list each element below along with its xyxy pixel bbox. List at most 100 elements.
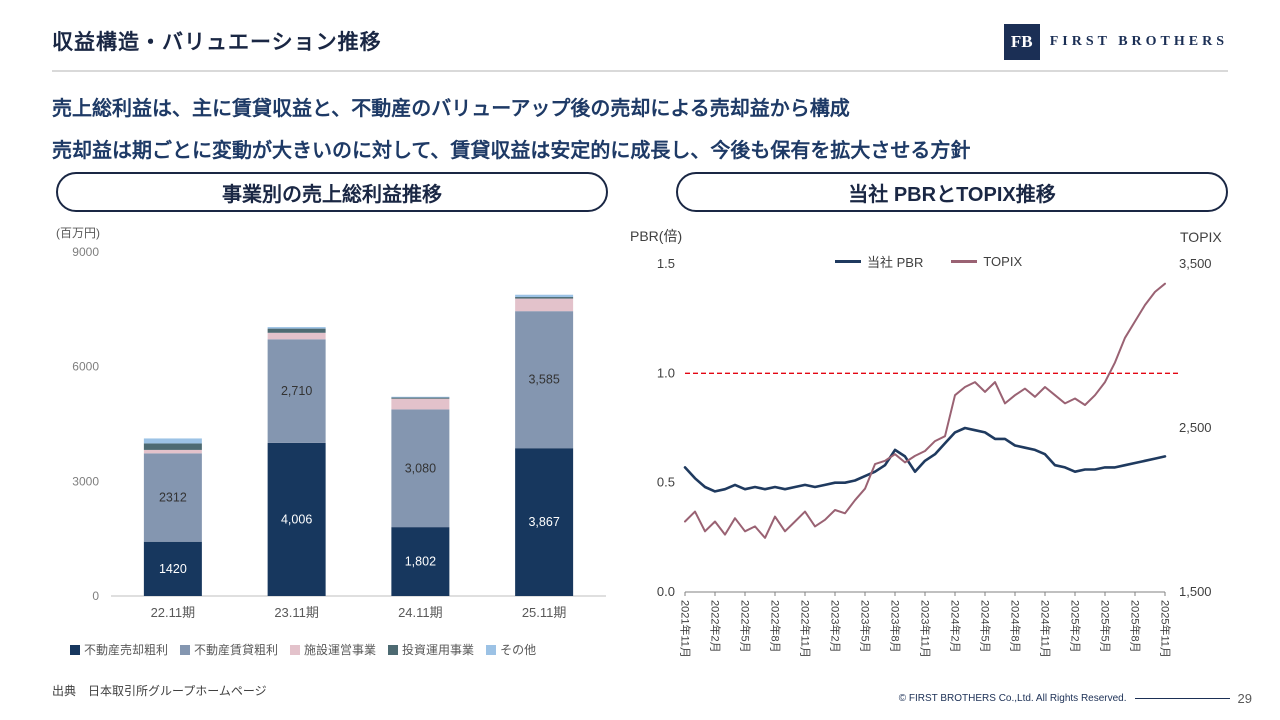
series-line xyxy=(684,282,1166,539)
right-axis-tick-label: 1,500 xyxy=(1179,584,1212,599)
right-axis-tick-label: 3,500 xyxy=(1179,256,1212,271)
x-axis-tick-label: 2022年5月 xyxy=(738,600,752,653)
bar-segment xyxy=(267,327,326,329)
y-axis-tick-label: 0 xyxy=(92,589,99,603)
logo-monogram-icon: FB xyxy=(1003,24,1040,60)
left-axis-tick-label: 1.0 xyxy=(657,365,675,380)
legend-item: 施設運営事業 xyxy=(290,641,376,658)
x-axis-category-label: 23.11期 xyxy=(274,605,319,620)
bar-segment xyxy=(391,409,450,528)
line-chart-legend: 当社 PBR TOPIX xyxy=(835,252,1022,271)
bar-segment xyxy=(143,541,202,596)
legend-label: その他 xyxy=(500,643,537,657)
x-axis-category-label: 25.11期 xyxy=(522,605,567,620)
left-axis-tick-label: 1.5 xyxy=(657,256,675,271)
x-axis-tick-label: 2022年11月 xyxy=(798,600,812,658)
y-axis-tick-label: 9000 xyxy=(72,245,99,259)
bar-segment xyxy=(267,339,326,443)
line-chart-area: 0.0 0.5 1.0 1.5 1,500 2,500 3,500 2021年11月 2022年… xyxy=(630,244,1230,690)
bar-segment xyxy=(391,398,450,410)
x-axis-tick-label: 2024年5月 xyxy=(978,600,992,653)
legend-swatch-icon xyxy=(180,644,191,655)
bar-segment xyxy=(515,297,574,299)
legend-label: 不動産売却粗利 xyxy=(84,643,169,657)
legend-swatch-icon xyxy=(486,644,497,655)
topix-axis-label: TOPIX xyxy=(1180,229,1222,245)
page-title: 収益構造・バリュエーション推移 xyxy=(52,31,382,54)
x-axis-tick-label: 2023年5月 xyxy=(858,600,872,653)
right-chart-title: 当社 PBRとTOPIX推移 xyxy=(676,172,1228,212)
x-axis-tick-label: 2024年8月 xyxy=(1008,600,1022,653)
left-axis-tick-label: 0.5 xyxy=(657,475,675,490)
bar-segment xyxy=(391,397,450,399)
left-chart-title: 事業別の売上総利益推移 xyxy=(56,172,608,212)
copyright-text: © FIRST BROTHERS Co.,Ltd. All Rights Res… xyxy=(898,693,1127,704)
x-axis-tick-label: 2025年2月 xyxy=(1068,600,1082,653)
source-note: 出典 日本取引所グループホームページ xyxy=(52,684,267,698)
x-axis-tick-label: 2022年8月 xyxy=(768,600,782,653)
legend-item: 投資運用事業 xyxy=(388,641,474,658)
legend-item: TOPIX xyxy=(951,254,1022,269)
bar-value-label: 2312 xyxy=(159,491,187,505)
legend-line-swatch-icon xyxy=(951,260,978,263)
legend-label: 施設運営事業 xyxy=(304,643,377,657)
bar-chart-area: 0 3000 6000 9000 22.11期 1420 2312 23.11期 4,006 2,… xyxy=(56,236,616,636)
x-axis-tick-label: 2023年8月 xyxy=(888,600,902,653)
legend-item: その他 xyxy=(486,641,536,658)
stacked-bar-chart: 0 3000 6000 9000 22.11期 1420 2312 23.11期 4,006 2,… xyxy=(72,245,606,620)
footer-right: © FIRST BROTHERS Co.,Ltd. All Rights Res… xyxy=(899,691,1252,706)
y-axis-tick-label: 6000 xyxy=(72,360,99,374)
bar-value-label: 3,080 xyxy=(405,461,436,475)
x-axis-tick-label: 2025年11月 xyxy=(1158,600,1172,658)
bar-segment xyxy=(391,396,450,398)
header-divider xyxy=(52,70,1228,72)
footer-line xyxy=(1134,698,1230,699)
x-axis-tick-label: 2024年11月 xyxy=(1038,600,1052,658)
x-axis-tick-label: 2025年5月 xyxy=(1098,600,1112,653)
legend-label: 投資運用事業 xyxy=(402,643,475,657)
legend-label: 当社 PBR xyxy=(867,255,924,270)
x-axis-tick-label: 2025年8月 xyxy=(1128,600,1142,653)
x-axis-tick-label: 2024年2月 xyxy=(948,600,962,653)
bar-segment xyxy=(267,328,326,333)
bar-chart-legend: 不動産売却粗利 不動産賃貸粗利 施設運営事業 投資運用事業 その他 xyxy=(70,641,630,658)
legend-swatch-icon xyxy=(290,644,301,655)
x-axis-tick-label: 2023年11月 xyxy=(918,600,932,658)
bar-value-label: 2,710 xyxy=(281,384,312,398)
bar-segment xyxy=(143,453,202,542)
bar-segment xyxy=(143,449,202,454)
bar-value-label: 4,006 xyxy=(281,512,312,526)
bar-segment xyxy=(143,438,202,444)
x-axis-tick-label: 2022年2月 xyxy=(708,600,722,653)
bar-segment xyxy=(143,443,202,450)
bar-segment xyxy=(267,442,326,596)
summary-line-1: 売上総利益は、主に賃貸収益と、不動産のバリューアップ後の売却による売却益から構成 xyxy=(52,98,850,120)
page-number: 29 xyxy=(1237,691,1252,706)
right-axis-tick-label: 2,500 xyxy=(1179,420,1212,435)
x-axis-category-label: 22.11期 xyxy=(151,605,196,620)
company-logo: FB FIRST BROTHERS xyxy=(1003,24,1228,60)
bar-segment xyxy=(391,527,450,596)
bar-segment xyxy=(515,311,574,449)
summary-text: 売上総利益は、主に賃貸収益と、不動産のバリューアップ後の売却による売却益から構成… xyxy=(52,88,970,172)
legend-item: 当社 PBR xyxy=(835,252,923,271)
summary-line-2: 売却益は期ごとに変動が大きいのに対して、賃貸収益は安定的に成長し、今後も保有を拡… xyxy=(52,140,971,162)
legend-swatch-icon xyxy=(388,644,399,655)
pbr-topix-line-chart: 0.0 0.5 1.0 1.5 1,500 2,500 3,500 2021年11月 2022年… xyxy=(657,256,1212,658)
bar-value-label: 3,585 xyxy=(528,373,559,387)
legend-swatch-icon xyxy=(70,644,80,655)
y-axis-tick-label: 3000 xyxy=(72,474,99,488)
legend-item: 不動産売却粗利 xyxy=(70,641,168,658)
bar-value-label: 1,802 xyxy=(405,555,436,569)
bar-value-label: 3,867 xyxy=(528,515,559,529)
bar-segment xyxy=(515,294,574,298)
x-axis-tick-label: 2021年11月 xyxy=(678,600,692,658)
bar-segment xyxy=(267,332,326,340)
legend-line-swatch-icon xyxy=(835,260,861,263)
x-axis-tick-label: 2023年2月 xyxy=(828,600,842,653)
legend-item: 不動産賃貸粗利 xyxy=(180,641,278,658)
legend-label: TOPIX xyxy=(983,254,1023,269)
bar-value-label: 1420 xyxy=(159,562,187,576)
bar-chart-unit-label: (百万円) xyxy=(56,226,100,240)
